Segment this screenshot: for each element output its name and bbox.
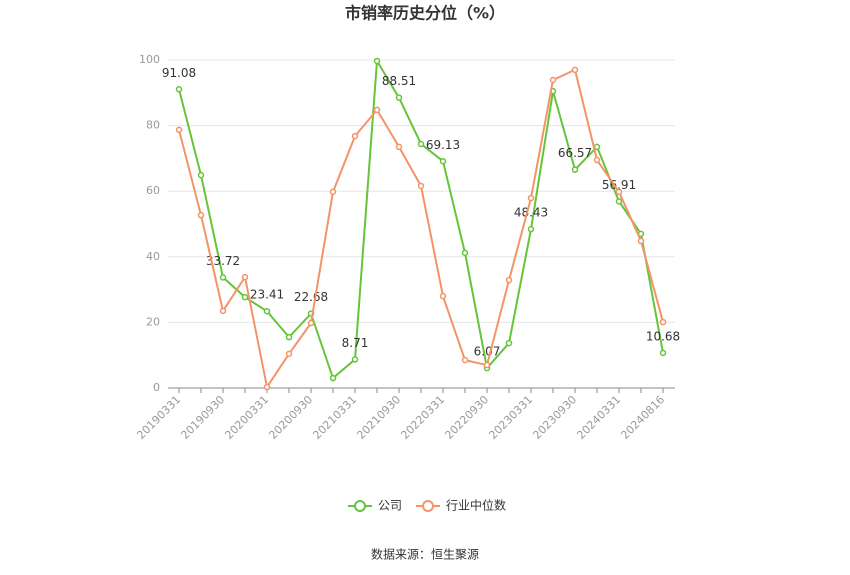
- point: [505, 276, 513, 284]
- y-tick-label: 40: [146, 250, 160, 263]
- point: [439, 292, 447, 300]
- y-tick-label: 60: [146, 184, 160, 197]
- point: [659, 318, 667, 326]
- y-tick-label: 100: [139, 53, 160, 66]
- series-line: [178, 57, 664, 380]
- x-tick-label: 20190331: [134, 393, 183, 442]
- x-tick-label: 20230930: [530, 393, 579, 442]
- point: [219, 307, 227, 315]
- point: [241, 293, 249, 301]
- x-tick-label: 20240816: [618, 393, 667, 442]
- point: [461, 356, 469, 364]
- point: [615, 198, 623, 205]
- point: [593, 156, 601, 164]
- x-tick-label: 20210930: [354, 393, 403, 442]
- chart-title: 市销率历史分位（%）: [345, 4, 505, 23]
- data-label: 69.13: [426, 138, 460, 152]
- point: [461, 249, 469, 257]
- point: [373, 106, 381, 114]
- legend-marker: [422, 500, 435, 512]
- x-tick-label: 20190930: [178, 393, 227, 442]
- point: [417, 182, 425, 190]
- point: [329, 374, 337, 382]
- legend-label: 行业中位数: [446, 498, 506, 513]
- point: [527, 194, 535, 202]
- point: [263, 307, 271, 315]
- point: [571, 66, 579, 74]
- point: [285, 350, 293, 358]
- x-tick-label: 20200930: [266, 393, 315, 442]
- data-label: 23.41: [250, 288, 284, 302]
- point: [307, 319, 315, 327]
- series-line: [178, 68, 664, 390]
- x-tick-label: 20210331: [310, 393, 359, 442]
- point: [659, 349, 667, 357]
- x-tick-label: 20240331: [574, 393, 623, 442]
- point: [175, 126, 183, 134]
- point: [241, 273, 249, 281]
- point: [197, 211, 205, 219]
- x-tick-label: 20200331: [222, 393, 271, 442]
- point: [527, 225, 535, 233]
- y-tick-label: 80: [146, 119, 160, 132]
- point: [637, 237, 645, 245]
- point: [483, 361, 491, 369]
- point: [439, 158, 447, 165]
- legend-marker: [354, 500, 366, 512]
- y-tick-label: 20: [146, 315, 160, 328]
- point: [549, 76, 557, 84]
- point: [615, 188, 623, 196]
- data-label: 66.57: [558, 146, 592, 160]
- legend-label: 公司: [378, 499, 402, 513]
- data-label: 22.68: [294, 290, 328, 304]
- point: [329, 188, 337, 196]
- data-label: 48.43: [514, 206, 548, 220]
- point: [197, 171, 205, 179]
- point: [417, 140, 425, 148]
- point: [285, 333, 293, 341]
- point: [395, 143, 403, 151]
- data-label: 6.07: [474, 345, 501, 359]
- data-label: 56.91: [602, 178, 636, 192]
- data-label: 33.72: [206, 254, 240, 268]
- data-label: 88.51: [382, 74, 416, 88]
- point: [571, 166, 579, 173]
- data-label: 91.08: [162, 66, 196, 80]
- x-tick-label: 20220331: [398, 393, 447, 442]
- data-label: 10.68: [646, 329, 680, 343]
- point: [395, 94, 403, 101]
- source-note: 数据来源：恒生聚源: [371, 547, 479, 562]
- data-label: 8.71: [342, 336, 369, 350]
- point: [351, 356, 359, 363]
- x-tick-label: 20230331: [486, 393, 535, 442]
- y-tick-label: 0: [153, 381, 160, 394]
- point: [263, 383, 271, 391]
- x-tick-label: 20220930: [442, 393, 491, 442]
- point: [351, 132, 359, 140]
- point: [373, 57, 381, 65]
- point: [175, 86, 183, 93]
- point: [219, 274, 227, 281]
- point: [505, 339, 513, 347]
